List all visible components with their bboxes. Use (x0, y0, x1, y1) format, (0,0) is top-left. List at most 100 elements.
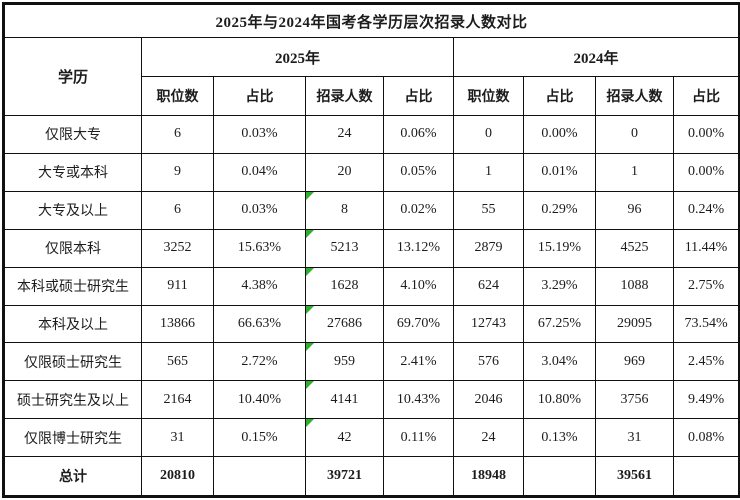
table-row: 本科或硕士研究生 911 4.38% 1628 4.10% 624 3.29% 1088 2.7… (3, 266, 740, 306)
cell-recruit-share-2025: 10.43% (383, 380, 454, 420)
cell-recruit-share-2024: 9.49% (672, 380, 740, 420)
cell-share-2024: 10.80% (523, 380, 596, 420)
cell-recruit-share-2024: 0.08% (672, 418, 740, 458)
row-label: 大专及以上 (3, 190, 142, 230)
cell-share-2024: 0.00% (523, 115, 596, 154)
cell-flag-triangle-icon (306, 306, 314, 314)
cell-share-2025: 2.72% (213, 342, 306, 382)
column-header-recruit-share-2025: 占比 (383, 76, 454, 116)
cell-recruits-2024: 29095 (595, 304, 674, 344)
cell-recruit-share-2024: 0.00% (672, 115, 740, 154)
cell-flag-triangle-icon (306, 192, 314, 200)
year-group-row: 学历 2025年 2024年 (3, 37, 740, 116)
cell-recruits-2025: 1628 (305, 266, 384, 306)
cell-recruit-share-2025: 2.41% (383, 342, 454, 382)
row-label: 硕士研究生及以上 (3, 380, 142, 420)
cell-positions-2025: 3252 (141, 228, 214, 268)
cell-positions-2025: 6 (141, 115, 214, 154)
column-header-share-2025: 占比 (213, 76, 306, 116)
row-label: 仅限硕士研究生 (3, 342, 142, 382)
cell-share-2024: 0.01% (523, 152, 596, 192)
row-label: 总计 (3, 456, 142, 497)
cell-recruits-2025: 24 (305, 115, 384, 154)
cell-share-2024: 0.29% (523, 190, 596, 230)
cell-recruit-share-2024 (672, 456, 740, 497)
cell-recruits-2024: 4525 (595, 228, 674, 268)
cell-positions-2025: 565 (141, 342, 214, 382)
cell-recruits-2025: 39721 (305, 456, 384, 497)
cell-recruits-2024: 1088 (595, 266, 674, 306)
cell-share-2025 (213, 456, 306, 497)
cell-share-2024: 3.29% (523, 266, 596, 306)
column-header-education: 学历 (3, 37, 142, 116)
cell-share-2025: 10.40% (213, 380, 306, 420)
cell-positions-2025: 2164 (141, 380, 214, 420)
table-row: 仅限大专 6 0.03% 24 0.06% 0 0.00% 0 0.00% (3, 115, 740, 154)
cell-recruits-2025: 5213 (305, 228, 384, 268)
year-group-2024: 2024年 (452, 37, 740, 77)
cell-recruits-2024: 96 (595, 190, 674, 230)
cell-share-2025: 4.38% (213, 266, 306, 306)
cell-recruit-share-2025: 69.70% (383, 304, 454, 344)
cell-flag-triangle-icon (306, 230, 314, 238)
cell-positions-2024: 0 (453, 115, 524, 154)
column-header-positions-2024: 职位数 (453, 76, 524, 116)
table-row: 仅限硕士研究生 565 2.72% 959 2.41% 576 3.04% 969 2.45% (3, 342, 740, 382)
cell-recruit-share-2025: 0.11% (383, 418, 454, 458)
cell-share-2024: 3.04% (523, 342, 596, 382)
cell-recruits-2025: 8 (305, 190, 384, 230)
cell-share-2025: 0.04% (213, 152, 306, 192)
row-label: 大专或本科 (3, 152, 142, 192)
column-header-share-2024: 占比 (523, 76, 596, 116)
cell-share-2025: 66.63% (213, 304, 306, 344)
cell-share-2024: 15.19% (523, 228, 596, 268)
table-row: 总计 20810 39721 18948 39561 (3, 456, 740, 497)
column-header-recruits-2024: 招录人数 (595, 76, 674, 116)
row-label: 仅限大专 (3, 115, 142, 154)
table-row: 大专及以上 6 0.03% 8 0.02% 55 0.29% 96 0.24% (3, 190, 740, 230)
cell-positions-2024: 2046 (453, 380, 524, 420)
cell-positions-2024: 576 (453, 342, 524, 382)
column-header-recruit-share-2024: 占比 (672, 76, 740, 116)
cell-recruits-2025: 27686 (305, 304, 384, 344)
column-header-recruits-2025: 招录人数 (305, 76, 384, 116)
cell-recruit-share-2024: 73.54% (672, 304, 740, 344)
cell-positions-2024: 2879 (453, 228, 524, 268)
sub-header-row: 职位数 占比 招录人数 占比 职位数 占比 招录人数 占比 (4, 76, 740, 116)
cell-recruits-2024: 39561 (595, 456, 674, 497)
cell-recruit-share-2025: 0.05% (383, 152, 454, 192)
cell-recruit-share-2025 (383, 456, 454, 497)
cell-recruits-2025: 4141 (305, 380, 384, 420)
cell-positions-2025: 9 (141, 152, 214, 192)
table-body: 仅限大专 6 0.03% 24 0.06% 0 0.00% 0 0.00% 大专或本科 9 0.04%… (3, 115, 740, 497)
cell-recruit-share-2024: 2.75% (672, 266, 740, 306)
table-row: 硕士研究生及以上 2164 10.40% 4141 10.43% 2046 10.80% 37… (3, 380, 740, 420)
cell-share-2024: 67.25% (523, 304, 596, 344)
cell-positions-2025: 20810 (141, 456, 214, 497)
cell-positions-2025: 31 (141, 418, 214, 458)
year-group-2025: 2025年 (141, 37, 454, 77)
row-label: 仅限本科 (3, 228, 142, 268)
cell-positions-2025: 13866 (141, 304, 214, 344)
cell-flag-triangle-icon (306, 343, 314, 352)
cell-positions-2024: 12743 (453, 304, 524, 344)
title-row: 2025年与2024年国考各学历层次招录人数对比 (2, 3, 740, 38)
cell-positions-2024: 624 (453, 266, 524, 306)
cell-recruit-share-2024: 11.44% (672, 228, 740, 268)
cell-recruits-2024: 1 (595, 152, 674, 192)
cell-recruit-share-2025: 13.12% (383, 228, 454, 268)
cell-recruit-share-2025: 0.06% (383, 115, 454, 154)
cell-flag-triangle-icon (306, 381, 314, 390)
cell-positions-2024: 1 (453, 152, 524, 192)
cell-positions-2025: 6 (141, 190, 214, 230)
cell-recruits-2024: 3756 (595, 380, 674, 420)
row-label: 本科或硕士研究生 (3, 266, 142, 306)
cell-positions-2024: 55 (453, 190, 524, 230)
table-row: 仅限博士研究生 31 0.15% 42 0.11% 24 0.13% 31 0.08% (3, 418, 740, 458)
cell-positions-2024: 24 (453, 418, 524, 458)
cell-recruits-2025: 959 (305, 342, 384, 382)
row-label: 本科及以上 (3, 304, 142, 344)
table-row: 本科及以上 13866 66.63% 27686 69.70% 12743 67.25% 29… (3, 304, 740, 344)
